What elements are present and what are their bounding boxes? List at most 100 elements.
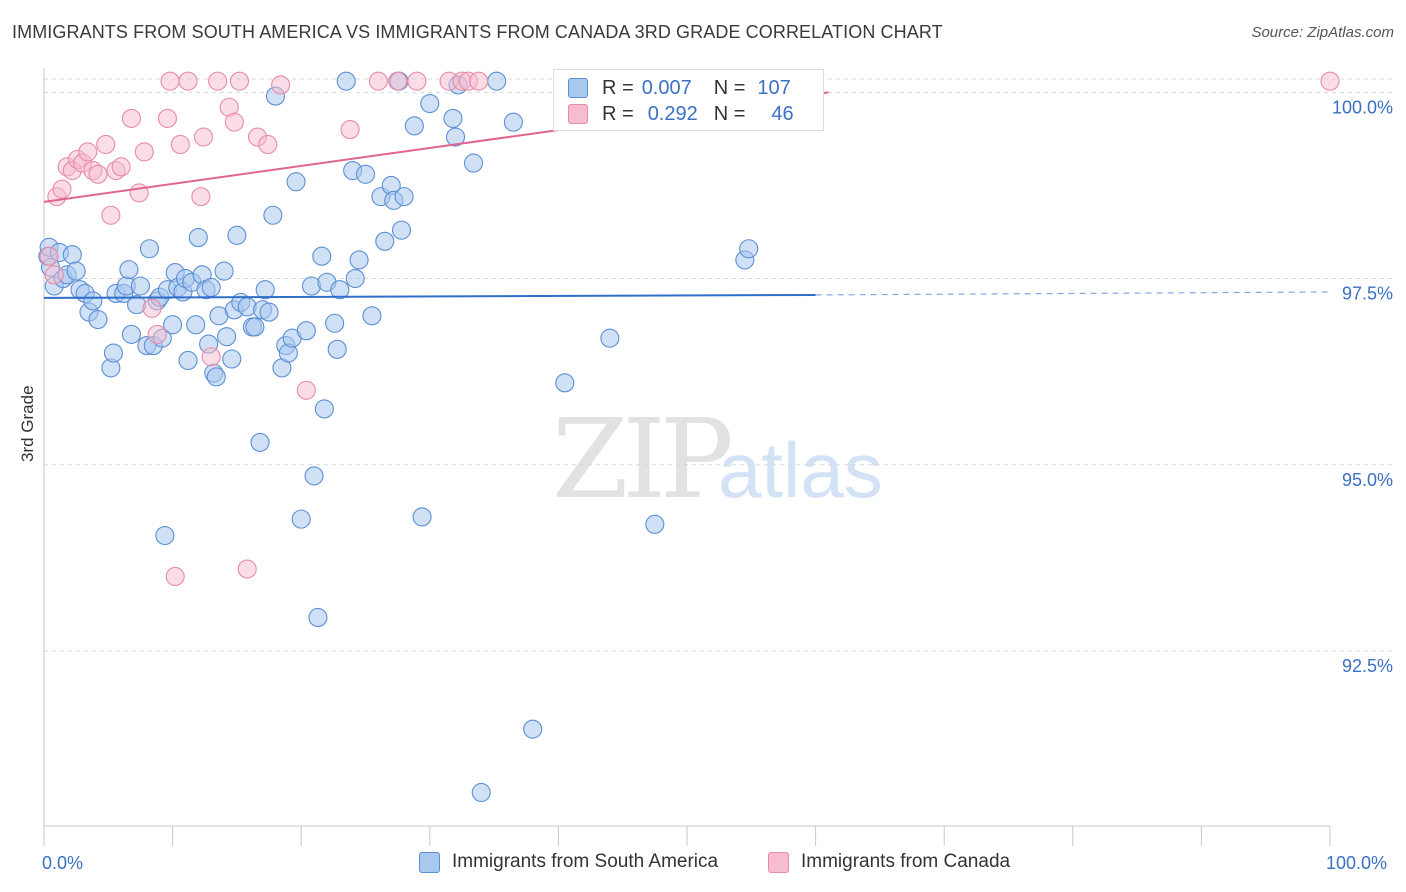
watermark-zip: ZIP: [552, 395, 734, 523]
legend-n-value-pink: 46: [771, 102, 794, 125]
point-canada: [1320, 71, 1340, 91]
point-canada: [178, 71, 198, 91]
point-south-america: [222, 349, 242, 369]
watermark-atlas: atlas: [718, 426, 883, 514]
point-canada: [407, 71, 427, 91]
point-canada: [160, 71, 180, 91]
point-south-america: [503, 112, 523, 132]
legend-row-blue: R = 0.007 N = 107: [568, 76, 791, 100]
bottom-legend-pink: Immigrants from Canada: [768, 851, 1010, 873]
point-canada: [157, 108, 178, 128]
point-canada: [388, 71, 408, 91]
point-south-america: [263, 205, 283, 225]
point-canada: [170, 134, 190, 155]
point-south-america: [155, 525, 175, 546]
legend-row-pink: R = 0.292 N = 46: [568, 102, 794, 126]
point-south-america: [523, 719, 543, 739]
point-canada: [101, 205, 121, 225]
point-south-america: [188, 228, 208, 248]
point-canada: [224, 112, 244, 132]
bottom-legend-blue: Immigrants from South America: [419, 851, 718, 873]
point-south-america: [286, 172, 306, 192]
point-south-america: [227, 225, 247, 245]
point-south-america: [443, 108, 463, 128]
x-tick-label-min: 0.0%: [42, 853, 84, 873]
point-south-america: [375, 231, 395, 251]
point-canada: [129, 183, 149, 203]
point-south-america: [201, 277, 221, 298]
y-tick-label: 92.5%: [1342, 656, 1393, 676]
bottom-legend-swatch-blue: [419, 851, 440, 873]
point-south-america: [645, 514, 665, 534]
point-south-america: [600, 328, 620, 348]
point-south-america: [237, 297, 257, 317]
point-south-america: [739, 239, 759, 259]
point-south-america: [312, 246, 332, 266]
point-south-america: [355, 164, 376, 184]
x-tick-label-max: 100.0%: [1326, 853, 1388, 873]
point-south-america: [463, 153, 484, 173]
point-south-america: [336, 71, 356, 91]
point-canada: [258, 134, 278, 155]
point-canada: [88, 164, 108, 184]
point-south-america: [471, 782, 491, 803]
point-south-america: [139, 239, 160, 259]
point-south-america: [245, 317, 265, 337]
point-canada: [191, 187, 211, 207]
point-south-america: [487, 71, 507, 91]
point-south-america: [308, 607, 328, 627]
point-canada: [39, 246, 59, 266]
point-south-america: [420, 93, 440, 114]
point-south-america: [325, 313, 345, 333]
point-south-america: [555, 373, 575, 393]
point-canada: [44, 265, 64, 285]
point-south-america: [250, 432, 270, 452]
point-south-america: [163, 315, 183, 335]
point-south-america: [186, 315, 206, 335]
trendline-south-america: [43, 293, 816, 299]
point-south-america: [345, 269, 365, 289]
legend-swatch-pink: [568, 104, 588, 124]
bottom-legend-swatch-pink: [768, 851, 789, 873]
point-canada: [78, 142, 98, 162]
chart-source: Source: ZipAtlas.com: [1251, 24, 1394, 41]
point-canada: [340, 120, 360, 140]
point-south-america: [314, 399, 334, 419]
legend-n-label: N =: [713, 76, 746, 99]
y-axis-label: 3rd Grade: [18, 385, 37, 462]
legend: R = 0.007 N = 107 R = 0.292 N = 46: [553, 69, 824, 131]
point-south-america: [404, 116, 424, 136]
point-south-america: [394, 187, 414, 207]
point-canada: [229, 71, 250, 91]
point-south-america: [119, 260, 139, 280]
legend-swatch-blue: [568, 78, 588, 98]
point-south-america: [412, 507, 432, 527]
point-canada: [201, 347, 221, 367]
point-south-america: [304, 466, 324, 486]
point-south-america: [130, 276, 150, 296]
point-canada: [296, 380, 316, 400]
point-canada: [96, 134, 116, 155]
bottom-legend-label-blue: Immigrants from South America: [452, 851, 719, 872]
point-south-america: [206, 367, 226, 387]
legend-r-value-pink: 0.292: [647, 102, 698, 125]
point-south-america: [445, 127, 466, 147]
point-south-america: [255, 280, 275, 300]
point-canada: [237, 559, 257, 579]
y-tick-label: 95.0%: [1342, 470, 1393, 490]
y-tick-label: 100.0%: [1332, 97, 1393, 117]
trendline-south-america-extension: [815, 291, 1331, 296]
point-canada: [111, 157, 131, 177]
point-south-america: [83, 291, 103, 311]
point-south-america: [217, 327, 237, 347]
point-canada: [469, 71, 489, 91]
point-south-america: [62, 245, 82, 265]
point-south-america: [88, 309, 108, 330]
point-south-america: [259, 302, 279, 322]
point-canada: [368, 71, 388, 91]
y-tick-label: 97.5%: [1342, 284, 1393, 304]
legend-r-value-blue: 0.007: [641, 76, 692, 99]
point-south-america: [66, 261, 86, 281]
point-south-america: [327, 339, 347, 359]
